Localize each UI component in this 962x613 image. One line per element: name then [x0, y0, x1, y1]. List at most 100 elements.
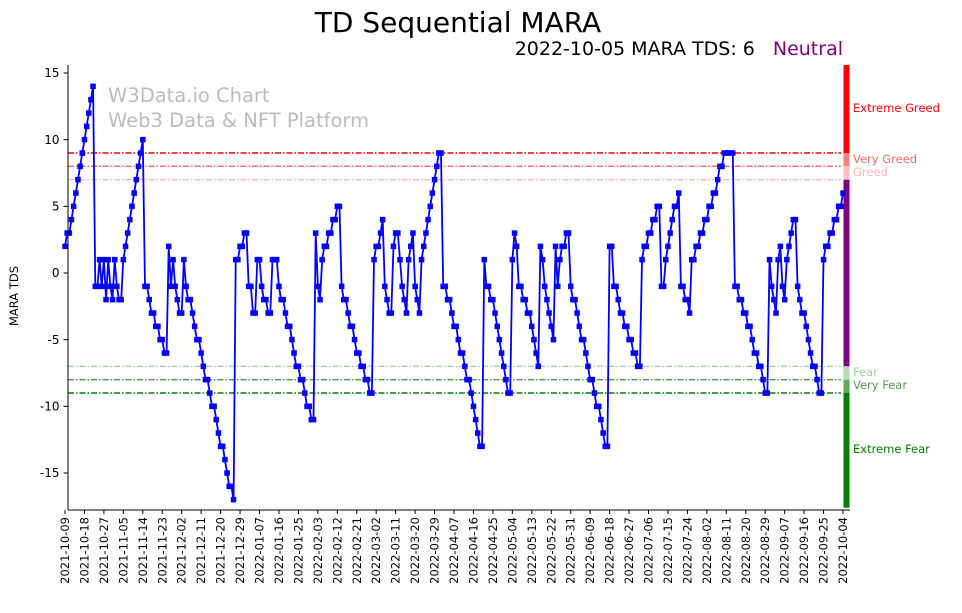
sentiment-bar-segment — [843, 153, 850, 167]
series-marker — [472, 416, 479, 423]
series-marker — [178, 310, 185, 316]
series-marker — [546, 310, 552, 316]
y-tick-label: -10 — [40, 400, 60, 414]
series-marker — [421, 243, 427, 250]
series-marker — [429, 190, 436, 196]
series-marker — [338, 283, 345, 290]
series-marker — [356, 350, 362, 356]
series-marker — [395, 230, 401, 236]
series-marker — [801, 310, 807, 316]
series-marker — [103, 296, 109, 303]
series-marker — [252, 310, 258, 316]
series-marker — [109, 296, 116, 303]
series-marker — [632, 350, 639, 356]
series-marker — [652, 216, 658, 223]
x-tick-label: 2021-12-20 — [214, 517, 228, 584]
series-marker — [531, 336, 537, 343]
series-marker — [86, 110, 92, 116]
series-marker — [518, 283, 524, 290]
x-tick-label: 2022-02-21 — [350, 517, 364, 584]
series-marker — [680, 283, 686, 290]
series-marker — [656, 203, 663, 210]
series-marker — [360, 363, 366, 370]
series-marker — [397, 256, 403, 263]
series-marker — [263, 296, 269, 303]
series-marker — [513, 243, 520, 250]
series-marker — [200, 363, 207, 370]
x-tick-label: 2022-03-29 — [428, 517, 442, 584]
series-marker — [589, 376, 596, 383]
series-marker — [163, 350, 170, 356]
series-marker — [135, 163, 142, 170]
sentiment-bar-segment — [843, 366, 850, 380]
y-tick-label: 0 — [52, 266, 60, 280]
series-marker — [775, 256, 781, 263]
x-tick-label: 2022-04-25 — [486, 517, 500, 584]
x-tick-label: 2022-06-18 — [603, 517, 617, 584]
series-marker — [280, 296, 286, 303]
series-marker — [77, 163, 83, 170]
series-marker — [660, 283, 667, 290]
series-marker — [390, 243, 397, 250]
series-marker — [90, 83, 96, 90]
series-marker — [533, 350, 539, 356]
series-marker — [276, 283, 282, 290]
series-marker — [691, 256, 697, 263]
series-marker — [174, 296, 181, 303]
series-marker — [580, 336, 587, 343]
series-marker — [187, 296, 194, 303]
subtitle-status-badge: Neutral — [772, 38, 843, 60]
series-marker — [434, 163, 440, 170]
series-marker — [183, 283, 189, 290]
series-marker — [492, 310, 498, 316]
series-marker — [243, 230, 250, 236]
series-marker — [503, 376, 509, 383]
x-tick-label: 2022-01-07 — [253, 517, 267, 584]
series-marker — [315, 283, 321, 290]
series-marker — [537, 243, 544, 250]
series-marker — [825, 243, 831, 250]
series-marker — [323, 243, 330, 250]
series-marker — [312, 230, 319, 236]
series-marker — [118, 296, 124, 303]
zone-label-very-fear: Very Fear — [853, 378, 908, 392]
series-marker — [88, 96, 94, 103]
x-tick-label: 2022-09-07 — [778, 517, 792, 584]
series-marker — [481, 256, 487, 263]
series-marker — [213, 416, 219, 423]
series-marker — [619, 310, 626, 316]
series-marker — [122, 243, 129, 250]
x-tick-label: 2021-10-09 — [58, 517, 72, 584]
series-marker — [466, 376, 472, 383]
series-marker — [172, 283, 178, 290]
series-marker — [388, 310, 395, 316]
series-marker — [766, 256, 773, 263]
series-marker — [596, 403, 602, 410]
series-marker — [526, 310, 533, 316]
series-marker — [438, 150, 444, 156]
series-marker — [401, 296, 407, 303]
series-marker — [166, 243, 172, 250]
series-marker — [68, 216, 75, 223]
series-marker — [224, 470, 230, 476]
series-marker — [300, 376, 306, 383]
series-marker — [704, 216, 710, 223]
series-marker — [609, 243, 615, 250]
x-tick-label: 2021-12-29 — [233, 517, 247, 584]
series-marker — [345, 310, 351, 316]
series-marker — [529, 323, 535, 330]
series-marker — [181, 256, 187, 263]
series-marker — [779, 283, 786, 290]
series-marker — [410, 230, 416, 236]
series-marker — [211, 403, 217, 410]
series-marker — [343, 296, 349, 303]
series-marker — [511, 230, 518, 236]
series-marker — [548, 323, 554, 330]
series-marker — [665, 243, 671, 250]
series-marker — [105, 256, 111, 263]
series-marker — [639, 256, 645, 263]
series-marker — [797, 296, 803, 303]
zone-label-greed: Greed — [853, 165, 888, 179]
series-marker — [319, 256, 325, 263]
